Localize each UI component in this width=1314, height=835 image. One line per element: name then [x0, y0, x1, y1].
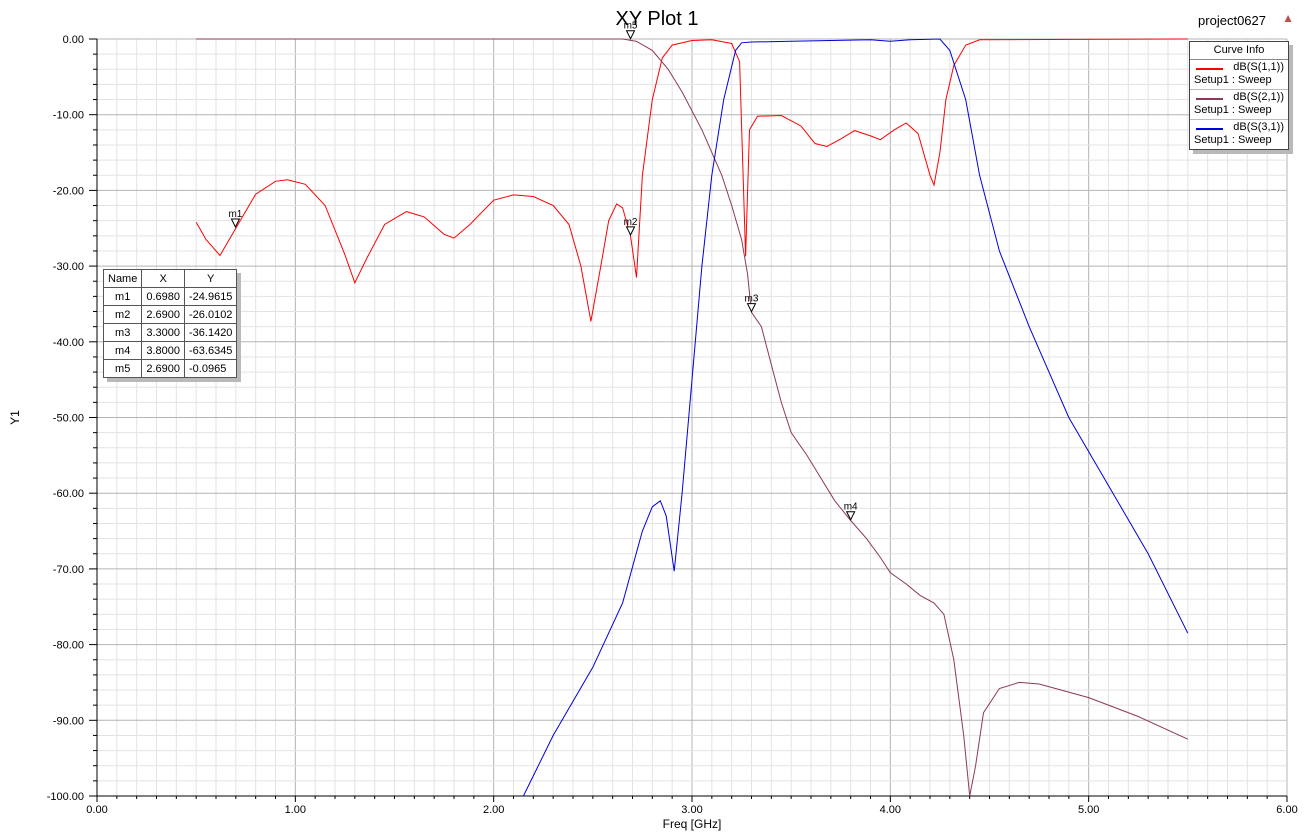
- legend-item-s11[interactable]: dB(S(1,1)) Setup1 : Sweep: [1190, 60, 1288, 90]
- y-tick-label: -30.00: [53, 261, 84, 273]
- legend-swatch-s11: [1196, 68, 1223, 70]
- legend-title: Curve Info: [1190, 42, 1288, 60]
- marker-table-row: m5 2.6900 -0.0965: [102, 359, 238, 378]
- marker-table-row: m3 3.3000 -36.1420: [102, 323, 238, 342]
- legend-series-name: dB(S(1,1)): [1233, 61, 1284, 73]
- marker-y-cell: -63.6345: [183, 341, 238, 360]
- marker-m4: [845, 511, 856, 521]
- legend-series-name: dB(S(3,1)): [1233, 121, 1284, 133]
- x-tick-label: 1.00: [285, 804, 306, 816]
- y-tick-label: -70.00: [53, 564, 84, 576]
- marker-label-m1: m1: [228, 209, 242, 220]
- marker-label-m5: m5: [624, 21, 638, 32]
- legend-swatch-s21: [1196, 98, 1223, 100]
- marker-label-m4: m4: [844, 502, 858, 513]
- marker-x-cell: 3.3000: [141, 323, 185, 342]
- marker-x-cell: 0.6980: [141, 287, 185, 306]
- y-tick-label: -10.00: [53, 110, 84, 122]
- series-line-1: [195, 38, 1188, 322]
- marker-table-row: m4 3.8000 -63.6345: [102, 341, 238, 360]
- y-axis-label: Y1: [8, 410, 22, 425]
- marker-table-row: m2 2.6900 -26.0102: [102, 305, 238, 324]
- x-tick-label: 3.00: [681, 804, 702, 816]
- x-axis-label: Freq [GHz]: [663, 817, 722, 831]
- legend[interactable]: Curve Info dB(S(1,1)) Setup1 : Sweep dB(…: [1189, 41, 1289, 150]
- marker-table-header-name: Name: [102, 269, 143, 288]
- x-tick-label: 5.00: [1078, 804, 1099, 816]
- legend-series-setup: Setup1 : Sweep: [1194, 104, 1272, 116]
- marker-table-header-y: Y: [183, 269, 238, 288]
- marker-layer: m1 m2 m3 m4 m5: [228, 21, 858, 521]
- marker-name-cell: m1: [102, 287, 143, 306]
- axis-layer: 0.00 -10.00 -20.00 -30.00 -40.00 -50.00 -60.00…: [8, 34, 1298, 831]
- series-line-3: [522, 38, 1189, 797]
- y-tick-label: -40.00: [53, 337, 84, 349]
- legend-series-setup: Setup1 : Sweep: [1194, 134, 1272, 146]
- y-tick-label: -90.00: [53, 715, 84, 727]
- marker-y-cell: -24.9615: [183, 287, 238, 306]
- legend-swatch-s31: [1196, 128, 1223, 130]
- y-tick-label: -100.00: [47, 791, 84, 803]
- y-tick-label: -60.00: [53, 488, 84, 500]
- marker-y-cell: -26.0102: [183, 305, 238, 324]
- y-tick-label: -20.00: [53, 185, 84, 197]
- x-tick-label: 0.00: [86, 804, 107, 816]
- marker-m3: [746, 303, 757, 313]
- marker-m5: [625, 30, 636, 40]
- y-tick-label: -50.00: [53, 413, 84, 425]
- x-tick-label: 2.00: [483, 804, 504, 816]
- marker-table-row: m1 0.6980 -24.9615: [102, 287, 238, 306]
- marker-y-cell: -36.1420: [183, 323, 238, 342]
- project-name: project0627: [1198, 13, 1266, 28]
- legend-item-s21[interactable]: dB(S(2,1)) Setup1 : Sweep: [1190, 90, 1288, 120]
- marker-x-cell: 3.8000: [141, 341, 185, 360]
- grid-layer: [96, 38, 1288, 797]
- marker-x-cell: 2.6900: [141, 359, 185, 378]
- y-tick-label: 0.00: [63, 34, 84, 46]
- marker-table-header-x: X: [141, 269, 185, 288]
- marker-name-cell: m5: [102, 359, 143, 378]
- marker-m1: [230, 218, 241, 229]
- marker-label-m2: m2: [624, 217, 638, 228]
- marker-m2: [625, 226, 636, 237]
- legend-series-setup: Setup1 : Sweep: [1194, 74, 1272, 86]
- marker-y-cell: -0.0965: [183, 359, 238, 378]
- x-tick-label: 4.00: [880, 804, 901, 816]
- chart-title: XY Plot 1: [615, 8, 699, 30]
- marker-label-m3: m3: [745, 294, 759, 305]
- marker-table-header: Name X Y: [102, 269, 238, 288]
- marker-table[interactable]: Name X Y m1 0.6980 -24.9615 m2 2.6900 -2…: [102, 269, 238, 378]
- marker-name-cell: m4: [102, 341, 143, 360]
- marker-name-cell: m3: [102, 323, 143, 342]
- curve-layer: [195, 38, 1189, 797]
- y-tick-label: -80.00: [53, 640, 84, 652]
- legend-item-s31[interactable]: dB(S(3,1)) Setup1 : Sweep: [1190, 120, 1288, 149]
- marker-name-cell: m2: [102, 305, 143, 324]
- legend-series-name: dB(S(2,1)): [1233, 91, 1284, 103]
- project-icon: ▲: [1282, 11, 1294, 25]
- series-line-2: [196, 38, 1189, 797]
- marker-x-cell: 2.6900: [141, 305, 185, 324]
- x-tick-label: 6.00: [1276, 804, 1297, 816]
